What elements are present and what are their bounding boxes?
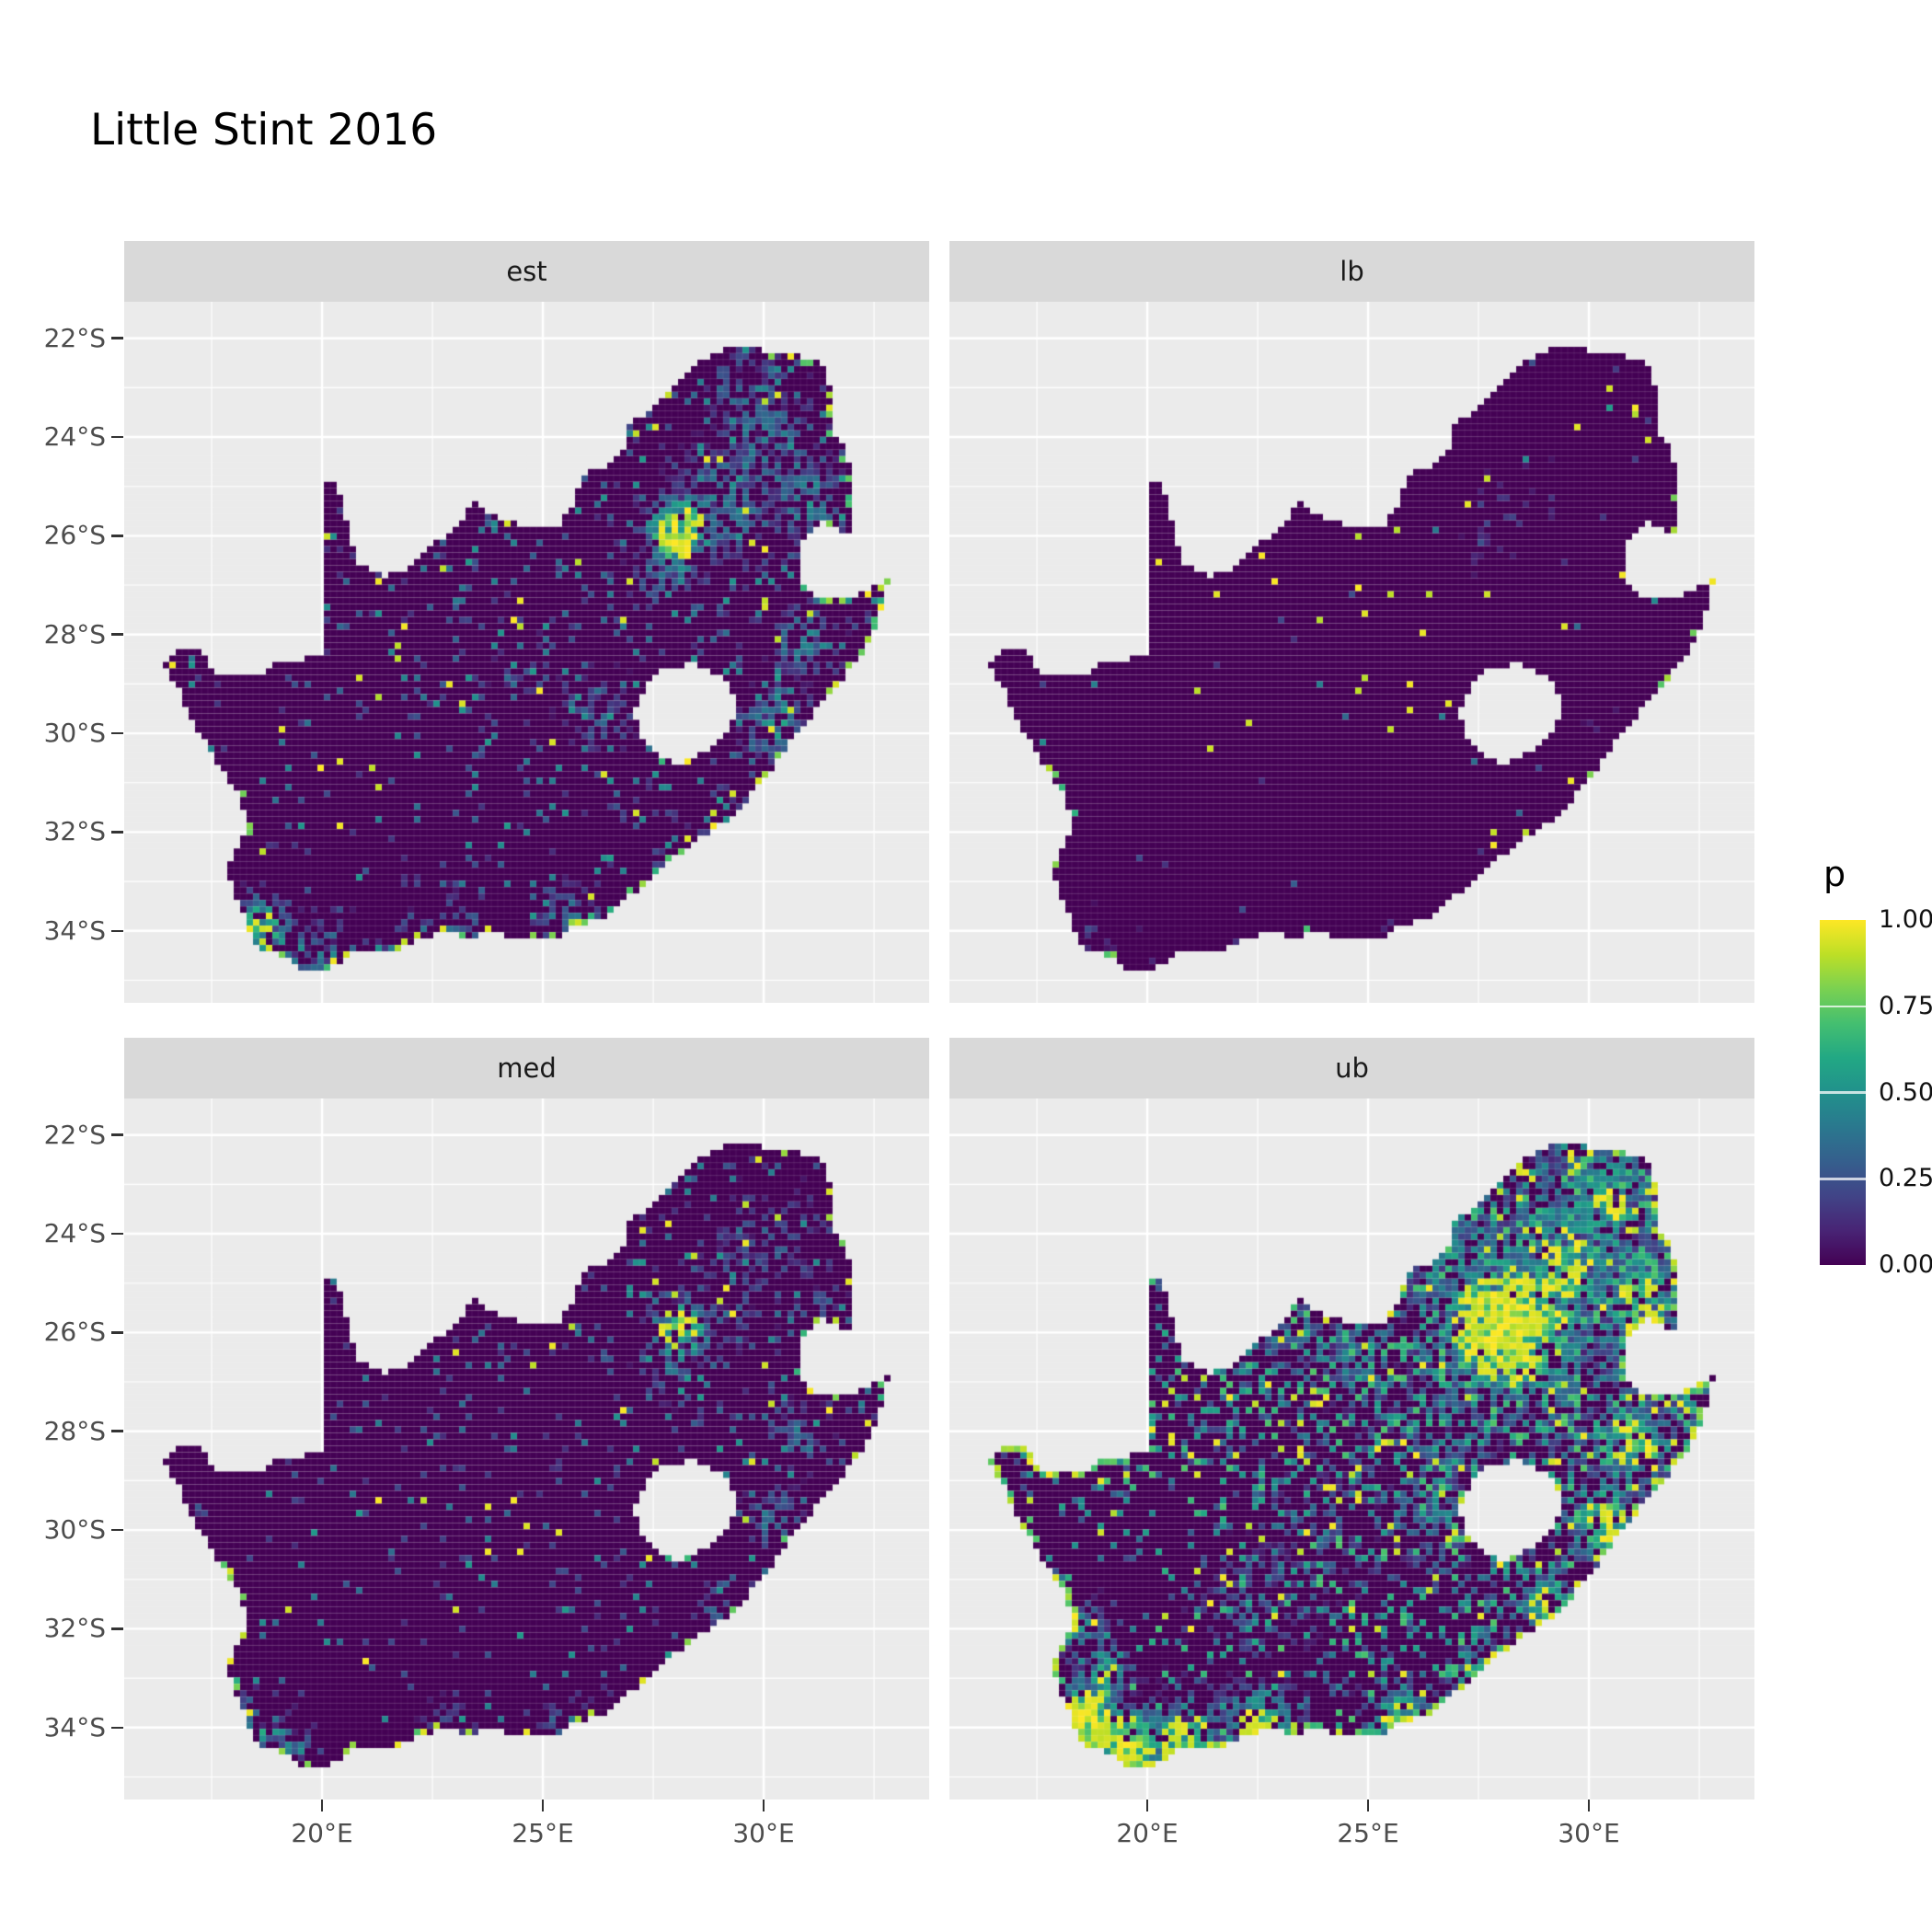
y-tick-label: 26°S (43, 1317, 106, 1348)
facet-ub: ub (949, 1038, 1754, 1800)
x-axis-tick (541, 1800, 545, 1811)
facet-strip-label: ub (1335, 1052, 1369, 1084)
y-axis-tick (111, 929, 123, 932)
legend-value-label: 0.25 (1879, 1164, 1932, 1193)
facet-strip-label: est (506, 256, 547, 287)
map-panel-ub (949, 1098, 1754, 1800)
y-tick-label: 30°S (43, 718, 106, 749)
map-panel-med (124, 1098, 929, 1800)
facet-strip-med: med (124, 1038, 929, 1098)
y-axis-tick (111, 831, 123, 834)
legend-tick (1820, 1178, 1866, 1180)
facet-med: med (124, 1038, 929, 1800)
y-tick-label: 32°S (43, 1613, 106, 1644)
legend-value-label: 0.75 (1879, 991, 1932, 1020)
y-axis-tick (111, 633, 123, 636)
x-axis-tick (320, 1800, 324, 1811)
y-axis-tick (111, 1331, 123, 1334)
y-tick-label: 30°S (43, 1514, 106, 1546)
x-axis-tick (1366, 1800, 1370, 1811)
y-axis-tick (111, 535, 123, 537)
y-tick-label: 24°S (43, 421, 106, 453)
y-tick-label: 22°S (43, 1119, 106, 1150)
facet-strip-label: med (497, 1052, 557, 1084)
legend: p 1.00 0.75 0.50 0.25 0.00 (1820, 854, 1932, 1295)
facet-est: est (124, 241, 929, 1003)
legend-tick (1820, 1091, 1866, 1094)
plot-title: Little Stint 2016 (90, 105, 438, 155)
x-tick-label: 30°E (1558, 1818, 1620, 1848)
y-axis-tick (111, 1726, 123, 1729)
legend-value-label: 0.50 (1879, 1077, 1932, 1107)
legend-title: p (1823, 854, 1846, 894)
y-tick-label: 26°S (43, 520, 106, 551)
y-tick-label: 34°S (43, 914, 106, 946)
map-panel-est (124, 302, 929, 1003)
x-tick-label: 30°E (732, 1818, 795, 1848)
y-axis-tick (111, 1627, 123, 1630)
x-tick-label: 25°E (1337, 1818, 1399, 1848)
facet-strip-label: lb (1340, 256, 1364, 287)
y-tick-label: 34°S (43, 1711, 106, 1742)
y-axis-tick (111, 1133, 123, 1136)
y-axis-tick (111, 1528, 123, 1532)
legend-value-label: 0.00 (1879, 1250, 1932, 1279)
y-tick-label: 24°S (43, 1218, 106, 1249)
x-tick-label: 25°E (512, 1818, 574, 1848)
map-panel-lb (949, 302, 1754, 1003)
y-tick-label: 28°S (43, 1415, 106, 1446)
legend-value-label: 1.00 (1879, 905, 1932, 934)
facet-strip-est: est (124, 241, 929, 302)
facet-strip-lb: lb (949, 241, 1754, 302)
y-axis-tick (111, 1430, 123, 1432)
x-axis-tick (762, 1800, 765, 1811)
x-axis-tick (1587, 1800, 1591, 1811)
y-axis-tick (111, 731, 123, 735)
y-tick-label: 32°S (43, 816, 106, 847)
y-tick-label: 22°S (43, 322, 106, 353)
y-tick-label: 28°S (43, 618, 106, 650)
x-tick-label: 20°E (1116, 1818, 1179, 1848)
x-tick-label: 20°E (291, 1818, 353, 1848)
facet-lb: lb (949, 241, 1754, 1003)
y-axis-tick (111, 1232, 123, 1236)
y-axis-tick (111, 337, 123, 339)
x-axis-tick (1145, 1800, 1149, 1811)
facet-strip-ub: ub (949, 1038, 1754, 1098)
legend-tick (1820, 1005, 1866, 1007)
y-axis-tick (111, 435, 123, 439)
